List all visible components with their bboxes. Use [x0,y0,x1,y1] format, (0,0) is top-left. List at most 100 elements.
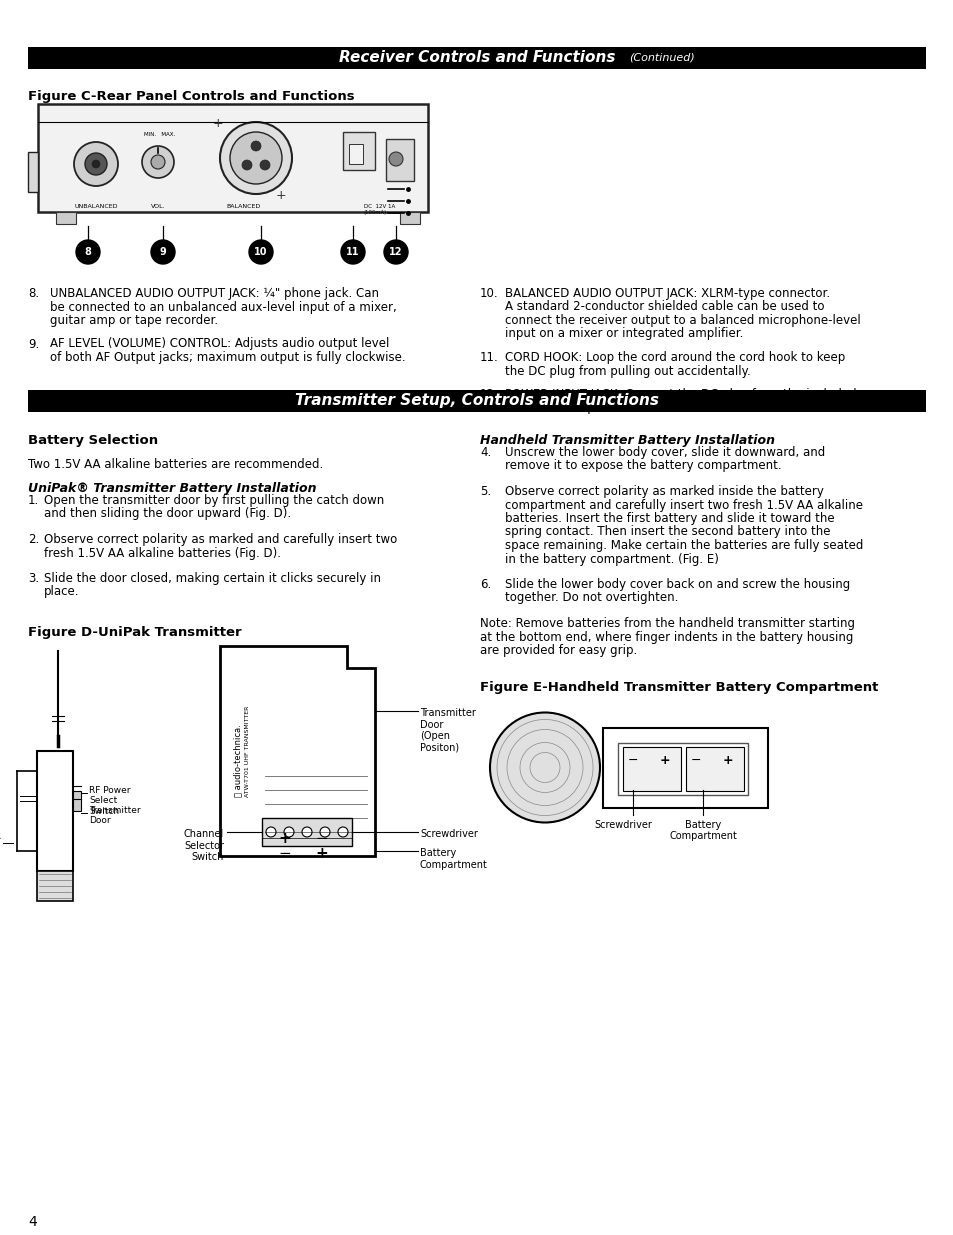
Text: 4.: 4. [479,446,491,459]
Circle shape [242,161,252,170]
Circle shape [151,240,174,264]
Circle shape [389,152,402,165]
Text: 2.: 2. [28,534,39,546]
Text: space remaining. Make certain the batteries are fully seated: space remaining. Make certain the batter… [504,538,862,552]
Circle shape [220,122,292,194]
Bar [622,746,680,790]
Bar [28,47,925,69]
Bar [685,746,743,790]
Circle shape [85,153,107,175]
Text: Observe correct polarity as marked and carefully insert two: Observe correct polarity as marked and c… [44,534,396,546]
Text: −: − [690,755,700,767]
Text: Figure C-Rear Panel Controls and Functions: Figure C-Rear Panel Controls and Functio… [28,90,355,103]
Text: +: + [722,755,733,767]
Text: (100mA): (100mA) [364,210,387,215]
Text: ATW-T701 UHF TRANSMITTER: ATW-T701 UHF TRANSMITTER [245,705,251,797]
Text: 12: 12 [389,247,402,257]
Text: place.: place. [44,585,79,599]
Text: Screwdriver: Screwdriver [419,829,477,839]
Text: (Continued): (Continued) [628,53,694,63]
Text: compartment and carefully insert two fresh 1.5V AA alkaline: compartment and carefully insert two fre… [504,499,862,511]
Text: batteries. Insert the first battery and slide it toward the: batteries. Insert the first battery and … [504,513,834,525]
Text: spring contact. Then insert the second battery into the: spring contact. Then insert the second b… [504,526,830,538]
Text: Note: Remove batteries from the handheld transmitter starting: Note: Remove batteries from the handheld… [479,618,854,630]
Bar [56,212,76,224]
Text: are provided for easy grip.: are provided for easy grip. [479,643,637,657]
Circle shape [74,142,118,186]
Text: Slide the door closed, making certain it clicks securely in: Slide the door closed, making certain it… [44,572,380,585]
Text: 12.: 12. [479,388,498,401]
Text: Handheld Transmitter Battery Installation: Handheld Transmitter Battery Installatio… [479,433,774,447]
Ellipse shape [490,713,599,823]
Text: Receiver Controls and Functions: Receiver Controls and Functions [338,51,615,65]
Text: 3.: 3. [28,572,39,585]
Text: UNBALANCED: UNBALANCED [74,204,117,209]
Bar [38,104,428,212]
Text: together. Do not overtighten.: together. Do not overtighten. [504,592,678,604]
Text: Transmitter
Door Catch: Transmitter Door Catch [0,836,1,856]
Text: DC  12V 1A: DC 12V 1A [364,204,395,209]
Text: Screwdriver: Screwdriver [594,820,651,830]
Text: 9: 9 [159,247,166,257]
Bar [28,152,38,191]
Circle shape [91,161,100,168]
Text: Channel
Selector
Switch: Channel Selector Switch [184,829,224,862]
Text: Figure E-Handheld Transmitter Battery Compartment: Figure E-Handheld Transmitter Battery Co… [479,682,878,694]
Circle shape [151,156,165,169]
Circle shape [337,827,348,837]
Text: BALANCED: BALANCED [227,204,261,209]
Text: −: − [277,846,291,861]
Bar [343,132,375,170]
Text: +: + [314,846,328,861]
Bar [602,727,767,808]
Text: 4: 4 [28,1215,37,1229]
Text: Slide the lower body cover back on and screw the housing: Slide the lower body cover back on and s… [504,578,849,592]
Circle shape [319,827,330,837]
Text: be connected to an unbalanced aux-level input of a mixer,: be connected to an unbalanced aux-level … [50,300,396,314]
Bar [399,212,419,224]
Text: in the battery compartment. (Fig. E): in the battery compartment. (Fig. E) [504,552,719,566]
Bar [37,871,73,902]
Text: UniPak® Transmitter Battery Installation: UniPak® Transmitter Battery Installation [28,482,316,495]
Circle shape [260,161,270,170]
Text: Battery
Compartment: Battery Compartment [419,848,487,869]
Text: 6.: 6. [479,578,491,592]
Circle shape [230,132,282,184]
Text: input on a mixer or integrated amplifier.: input on a mixer or integrated amplifier… [504,327,742,341]
Circle shape [340,240,365,264]
Text: 5.: 5. [479,485,491,498]
Text: guitar amp or tape recorder.: guitar amp or tape recorder. [50,314,218,327]
Text: 8.: 8. [28,287,39,300]
Text: 10.: 10. [479,287,498,300]
Text: at the bottom end, where finger indents in the battery housing: at the bottom end, where finger indents … [479,631,853,643]
Text: CORD HOOK: Loop the cord around the cord hook to keep: CORD HOOK: Loop the cord around the cord… [504,351,844,364]
Text: +: + [277,831,291,846]
Text: Battery
Compartment: Battery Compartment [668,820,736,841]
Bar [618,742,747,794]
Circle shape [76,240,100,264]
Circle shape [266,827,275,837]
Circle shape [302,827,312,837]
Bar [73,790,81,811]
Text: Transmitter Setup, Controls and Functions: Transmitter Setup, Controls and Function… [294,394,659,409]
Text: Two 1.5V AA alkaline batteries are recommended.: Two 1.5V AA alkaline batteries are recom… [28,458,323,471]
Text: 8: 8 [85,247,91,257]
Text: +: + [213,117,223,130]
Text: fresh 1.5V AA alkaline batteries (Fig. D).: fresh 1.5V AA alkaline batteries (Fig. D… [44,547,281,559]
Text: Battery Selection: Battery Selection [28,433,158,447]
Bar [349,144,363,164]
Text: AF LEVEL (VOLUME) CONTROL: Adjusts audio output level: AF LEVEL (VOLUME) CONTROL: Adjusts audio… [50,337,389,351]
Text: Open the transmitter door by first pulling the catch down: Open the transmitter door by first pulli… [44,494,384,508]
Text: 1.: 1. [28,494,39,508]
Text: in-line AC adapter.: in-line AC adapter. [504,401,614,415]
Bar [37,751,73,871]
Text: and then sliding the door upward (Fig. D).: and then sliding the door upward (Fig. D… [44,508,291,520]
Text: RF Power
Select
Switch: RF Power Select Switch [89,785,131,816]
Text: Figure D-UniPak Transmitter: Figure D-UniPak Transmitter [28,626,241,638]
Text: UNBALANCED AUDIO OUTPUT JACK: ¼" phone jack. Can: UNBALANCED AUDIO OUTPUT JACK: ¼" phone j… [50,287,378,300]
Text: Unscrew the lower body cover, slide it downward, and: Unscrew the lower body cover, slide it d… [504,446,824,459]
Text: +: + [275,189,286,203]
Bar [386,140,414,182]
Text: VOL.: VOL. [151,204,165,209]
Circle shape [284,827,294,837]
